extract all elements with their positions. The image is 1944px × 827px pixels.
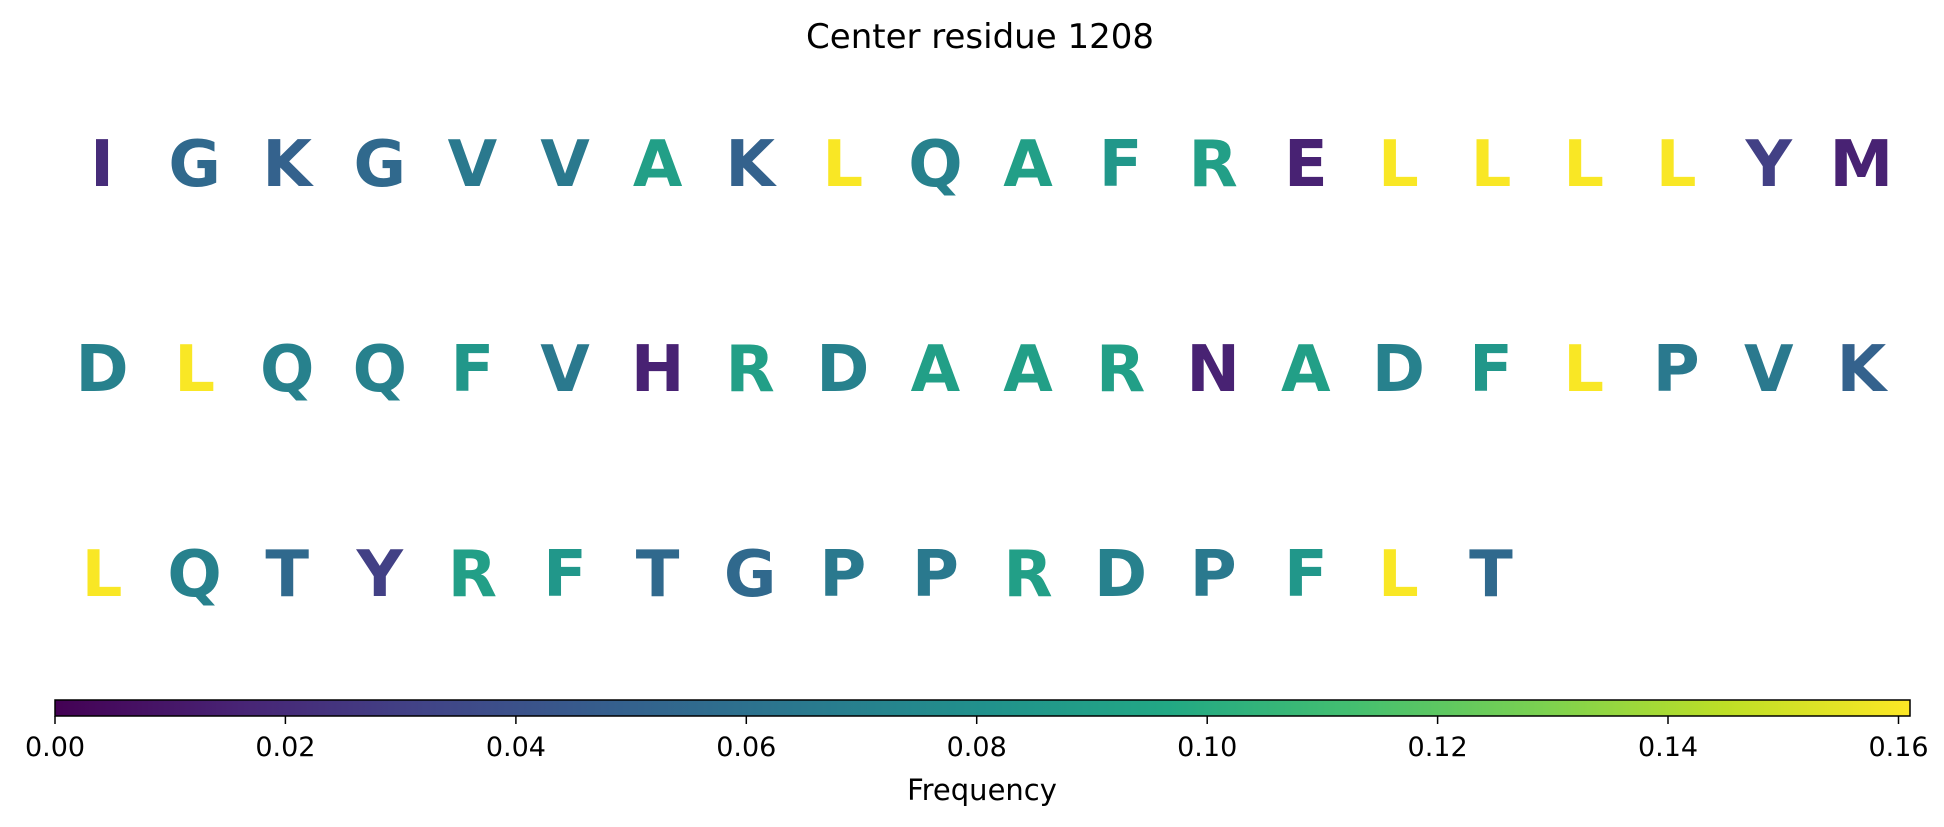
residue-letter: L: [1378, 128, 1419, 202]
residue-letter: M: [1830, 128, 1894, 202]
residue-letter: G: [724, 538, 777, 612]
residue-letter: I: [90, 128, 114, 202]
colorbar-tick-label: 0.08: [947, 732, 1007, 763]
colorbar-label: Frequency: [907, 773, 1057, 807]
residue-letter: A: [911, 333, 961, 407]
residue-letter: R: [1189, 128, 1238, 202]
residue-letter: G: [168, 128, 221, 202]
residue-letter: Q: [167, 538, 221, 612]
colorbar: 0.00 0.02 0.04 0.06 0.08 0.10 0.12 0.14 0.16 Fre…: [25, 699, 1929, 807]
residue-letter: E: [1284, 128, 1328, 202]
residue-letter: L: [1656, 128, 1697, 202]
residue-letter: D: [75, 333, 128, 407]
residue-letter: F: [1284, 538, 1328, 612]
residue-letter: Q: [353, 333, 407, 407]
residue-letter: T: [1469, 538, 1513, 612]
residue-letter: L: [1378, 538, 1419, 612]
residue-letter: L: [1563, 333, 1604, 407]
residue-letter: T: [265, 538, 309, 612]
residue-letter: K: [262, 128, 314, 202]
chart-title: Center residue 1208: [806, 17, 1154, 57]
residue-letter: D: [816, 333, 869, 407]
residue-letter: F: [1099, 128, 1143, 202]
colorbar-tick-label: 0.12: [1408, 732, 1468, 763]
residue-letter: R: [726, 333, 775, 407]
residue-letter: F: [451, 333, 495, 407]
residue-letter: V: [1744, 333, 1794, 407]
residue-letter: T: [636, 538, 680, 612]
residue-letter: N: [1186, 333, 1240, 407]
residue-letter: Q: [260, 333, 314, 407]
colorbar-tick-label: 0.00: [25, 732, 85, 763]
residue-letter: R: [1096, 333, 1145, 407]
residue-letter: R: [448, 538, 497, 612]
residue-letter: L: [822, 128, 863, 202]
residue-letter: V: [448, 128, 498, 202]
residue-letter: L: [1563, 128, 1604, 202]
residue-letter: P: [912, 538, 959, 612]
residue-letter: P: [1653, 333, 1700, 407]
residue-letter: A: [1003, 128, 1053, 202]
residue-letter: R: [1003, 538, 1052, 612]
residue-letter: D: [1372, 333, 1425, 407]
residue-letter: L: [174, 333, 215, 407]
residue-letter: L: [1471, 128, 1512, 202]
residue-letter: K: [1837, 333, 1889, 407]
colorbar-tick-label: 0.10: [1177, 732, 1237, 763]
residue-letter: A: [1281, 333, 1331, 407]
residue-letter: L: [82, 538, 123, 612]
residue-letter: V: [540, 128, 590, 202]
colorbar-tick-label: 0.16: [1868, 732, 1928, 763]
residue-letter: Y: [1745, 128, 1793, 202]
residue-letter: F: [543, 538, 587, 612]
colorbar-tick-label: 0.02: [255, 732, 315, 763]
residue-letter: G: [354, 128, 407, 202]
residue-letter: K: [725, 128, 777, 202]
residue-letter: D: [1094, 538, 1147, 612]
residue-grid: I G K G V V A K L Q A F R E L L L L Y MD L Q Q F V H R D A A R N A D F L P V K…: [75, 128, 1893, 612]
residue-letter: A: [1003, 333, 1053, 407]
residue-letter: P: [1190, 538, 1237, 612]
colorbar-tick-label: 0.14: [1638, 732, 1698, 763]
residue-letter: P: [819, 538, 866, 612]
colorbar-tick-label: 0.06: [716, 732, 776, 763]
residue-letter: F: [1469, 333, 1513, 407]
colorbar-gradient: [54, 699, 1911, 717]
residue-letter: H: [631, 333, 685, 407]
colorbar-tick-label: 0.04: [486, 732, 546, 763]
residue-letter: Q: [908, 128, 962, 202]
residue-letter: A: [633, 128, 683, 202]
residue-letter: Y: [356, 538, 404, 612]
colorbar-ticks: 0.00 0.02 0.04 0.06 0.08 0.10 0.12 0.14 0.16: [25, 716, 1929, 763]
residue-letter: V: [540, 333, 590, 407]
